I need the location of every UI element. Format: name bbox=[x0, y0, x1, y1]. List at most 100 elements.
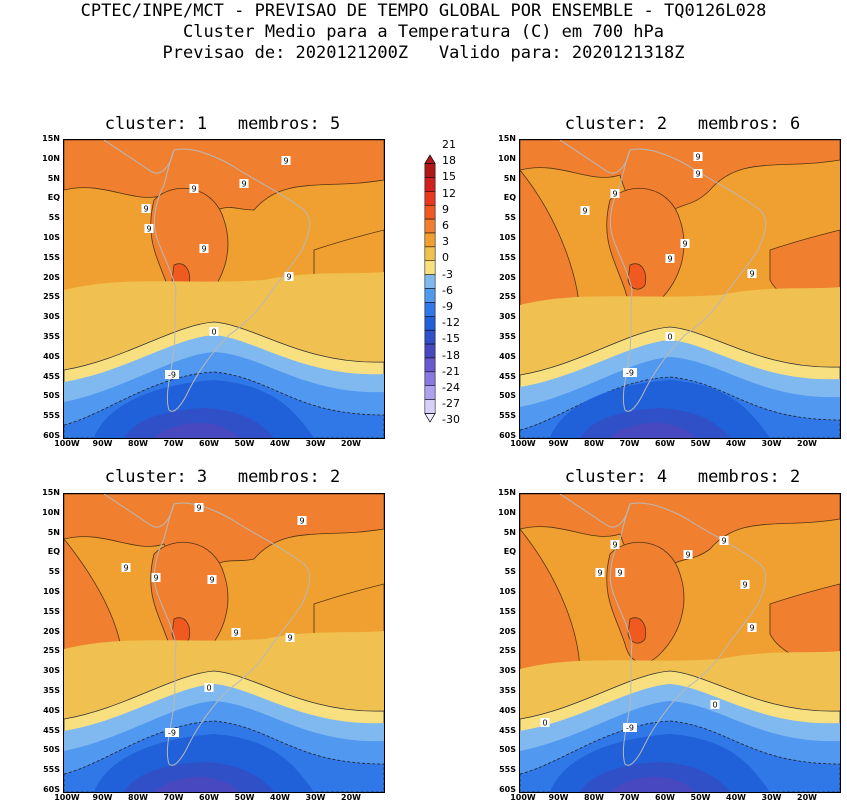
lat-label: 15S bbox=[43, 606, 60, 616]
lat-label: 5S bbox=[48, 567, 60, 577]
contour-label: 9 bbox=[665, 254, 675, 264]
contour-label: 9 bbox=[683, 550, 693, 560]
contour-label: 9 bbox=[151, 573, 161, 583]
panel-title-3: cluster: 3 membros: 2 bbox=[104, 467, 341, 487]
lat-label: 55S bbox=[43, 411, 60, 421]
svg-text:-9: -9 bbox=[168, 371, 176, 380]
lat-label: 30S bbox=[499, 666, 516, 676]
colorbar-segment bbox=[424, 232, 436, 248]
central-america-outline bbox=[559, 140, 631, 174]
subtitle: Cluster Medio para a Temperatura (C) em … bbox=[182, 22, 665, 42]
lon-label: 90W bbox=[548, 439, 569, 448]
lat-label: EQ bbox=[503, 193, 516, 203]
colorbar-segment bbox=[424, 274, 436, 289]
lon-label: 60W bbox=[655, 439, 675, 448]
contour-label: 9 bbox=[281, 156, 291, 166]
svg-text:9: 9 bbox=[201, 245, 206, 254]
colorbar-label: 18 bbox=[442, 154, 456, 168]
svg-text:9: 9 bbox=[612, 541, 617, 550]
lon-label: 60W bbox=[199, 793, 219, 802]
lat-label: 20S bbox=[499, 626, 516, 636]
lat-label: 25S bbox=[43, 292, 60, 302]
svg-text:9: 9 bbox=[685, 551, 690, 560]
colorbar-label: -24 bbox=[442, 381, 460, 394]
lat-label: 50S bbox=[499, 745, 516, 755]
lon-label: 70W bbox=[619, 793, 640, 802]
colorbar-label: 12 bbox=[442, 186, 456, 200]
lat-label: 60S bbox=[43, 431, 60, 440]
colorbar-segment bbox=[424, 204, 436, 220]
svg-text:0: 0 bbox=[211, 328, 216, 337]
lon-label: 80W bbox=[584, 439, 604, 448]
contour-label: 9 bbox=[747, 269, 757, 279]
lat-label: 55S bbox=[499, 765, 516, 775]
lon-label: 90W bbox=[92, 439, 113, 448]
colorbar-label: -30 bbox=[442, 413, 460, 427]
contour-label: 9 bbox=[297, 516, 307, 526]
lat-label: 35S bbox=[43, 686, 60, 695]
contour-label: 9 bbox=[284, 272, 294, 282]
lon-label: 20W bbox=[797, 793, 817, 802]
lon-label: 100W bbox=[510, 793, 536, 802]
lat-label: 10N bbox=[498, 507, 516, 517]
lon-label: 90W bbox=[92, 793, 113, 802]
svg-text:9: 9 bbox=[749, 624, 754, 633]
temperature-field-2: 9 9 9 9 9 9 9 0 -9 bbox=[520, 140, 840, 438]
contour-label: 9 bbox=[144, 224, 154, 234]
lat-label: 15S bbox=[43, 252, 60, 262]
colorbar-label: 3 bbox=[442, 235, 449, 249]
central-america-outline bbox=[559, 494, 631, 528]
colorbar-segment bbox=[424, 357, 436, 373]
main-title: CPTEC/INPE/MCT - PREVISAO DE TEMPO GLOBA… bbox=[80, 1, 767, 21]
lon-label: 70W bbox=[163, 439, 184, 448]
contour-label: 9 bbox=[740, 580, 750, 590]
lon-label: 20W bbox=[341, 793, 361, 802]
svg-text:9: 9 bbox=[287, 634, 292, 643]
contour-label: 9 bbox=[580, 206, 590, 216]
contour-band bbox=[627, 617, 647, 644]
contour-label: 9 bbox=[121, 563, 131, 573]
lat-label: 35S bbox=[43, 332, 60, 341]
svg-text:9: 9 bbox=[241, 180, 246, 189]
lat-label: 50S bbox=[43, 745, 60, 755]
lat-label: 10S bbox=[43, 587, 60, 596]
contour-label: 0 bbox=[665, 332, 675, 342]
lon-label: 100W bbox=[54, 439, 80, 448]
contour-label: 0 bbox=[204, 683, 214, 693]
lat-label: 25S bbox=[43, 646, 60, 656]
lat-label: 40S bbox=[43, 705, 60, 715]
contour-band bbox=[627, 263, 647, 290]
colorbar-bottom-arrow bbox=[424, 413, 436, 423]
svg-text:0: 0 bbox=[712, 701, 717, 710]
lat-label: 5S bbox=[504, 567, 516, 577]
lon-label: 40W bbox=[726, 793, 746, 802]
colorbar-segment bbox=[424, 343, 436, 359]
lon-label: 70W bbox=[163, 793, 184, 802]
lat-label: 5N bbox=[503, 527, 516, 537]
colorbar-segment bbox=[424, 163, 436, 178]
panel-title-2: cluster: 2 membros: 6 bbox=[564, 114, 801, 134]
lon-label: 40W bbox=[270, 793, 290, 802]
contour-band bbox=[154, 422, 239, 438]
colorbar-segment bbox=[424, 316, 436, 331]
svg-text:9: 9 bbox=[695, 170, 700, 179]
lat-label: 40S bbox=[499, 705, 516, 715]
lon-label: 30W bbox=[305, 439, 326, 448]
central-america-outline bbox=[103, 494, 175, 528]
colorbar-segment bbox=[424, 399, 436, 414]
svg-text:0: 0 bbox=[206, 684, 211, 693]
colorbar bbox=[424, 154, 436, 423]
contour-band bbox=[606, 541, 685, 664]
svg-text:0: 0 bbox=[667, 333, 672, 342]
svg-text:0: 0 bbox=[542, 719, 547, 728]
svg-text:9: 9 bbox=[196, 504, 201, 513]
continent-outline bbox=[153, 148, 311, 412]
temperature-field-3: 9 9 9 9 9 9 9 0 -9 bbox=[64, 494, 384, 792]
lon-label: 20W bbox=[341, 439, 361, 448]
lon-label: 100W bbox=[54, 793, 80, 802]
contour-label: 9 bbox=[693, 152, 703, 162]
contour-label: -9 bbox=[623, 368, 637, 378]
colorbar-label: -21 bbox=[442, 364, 460, 378]
lat-label: 15N bbox=[498, 488, 516, 497]
contour-label: 0 bbox=[710, 700, 720, 710]
